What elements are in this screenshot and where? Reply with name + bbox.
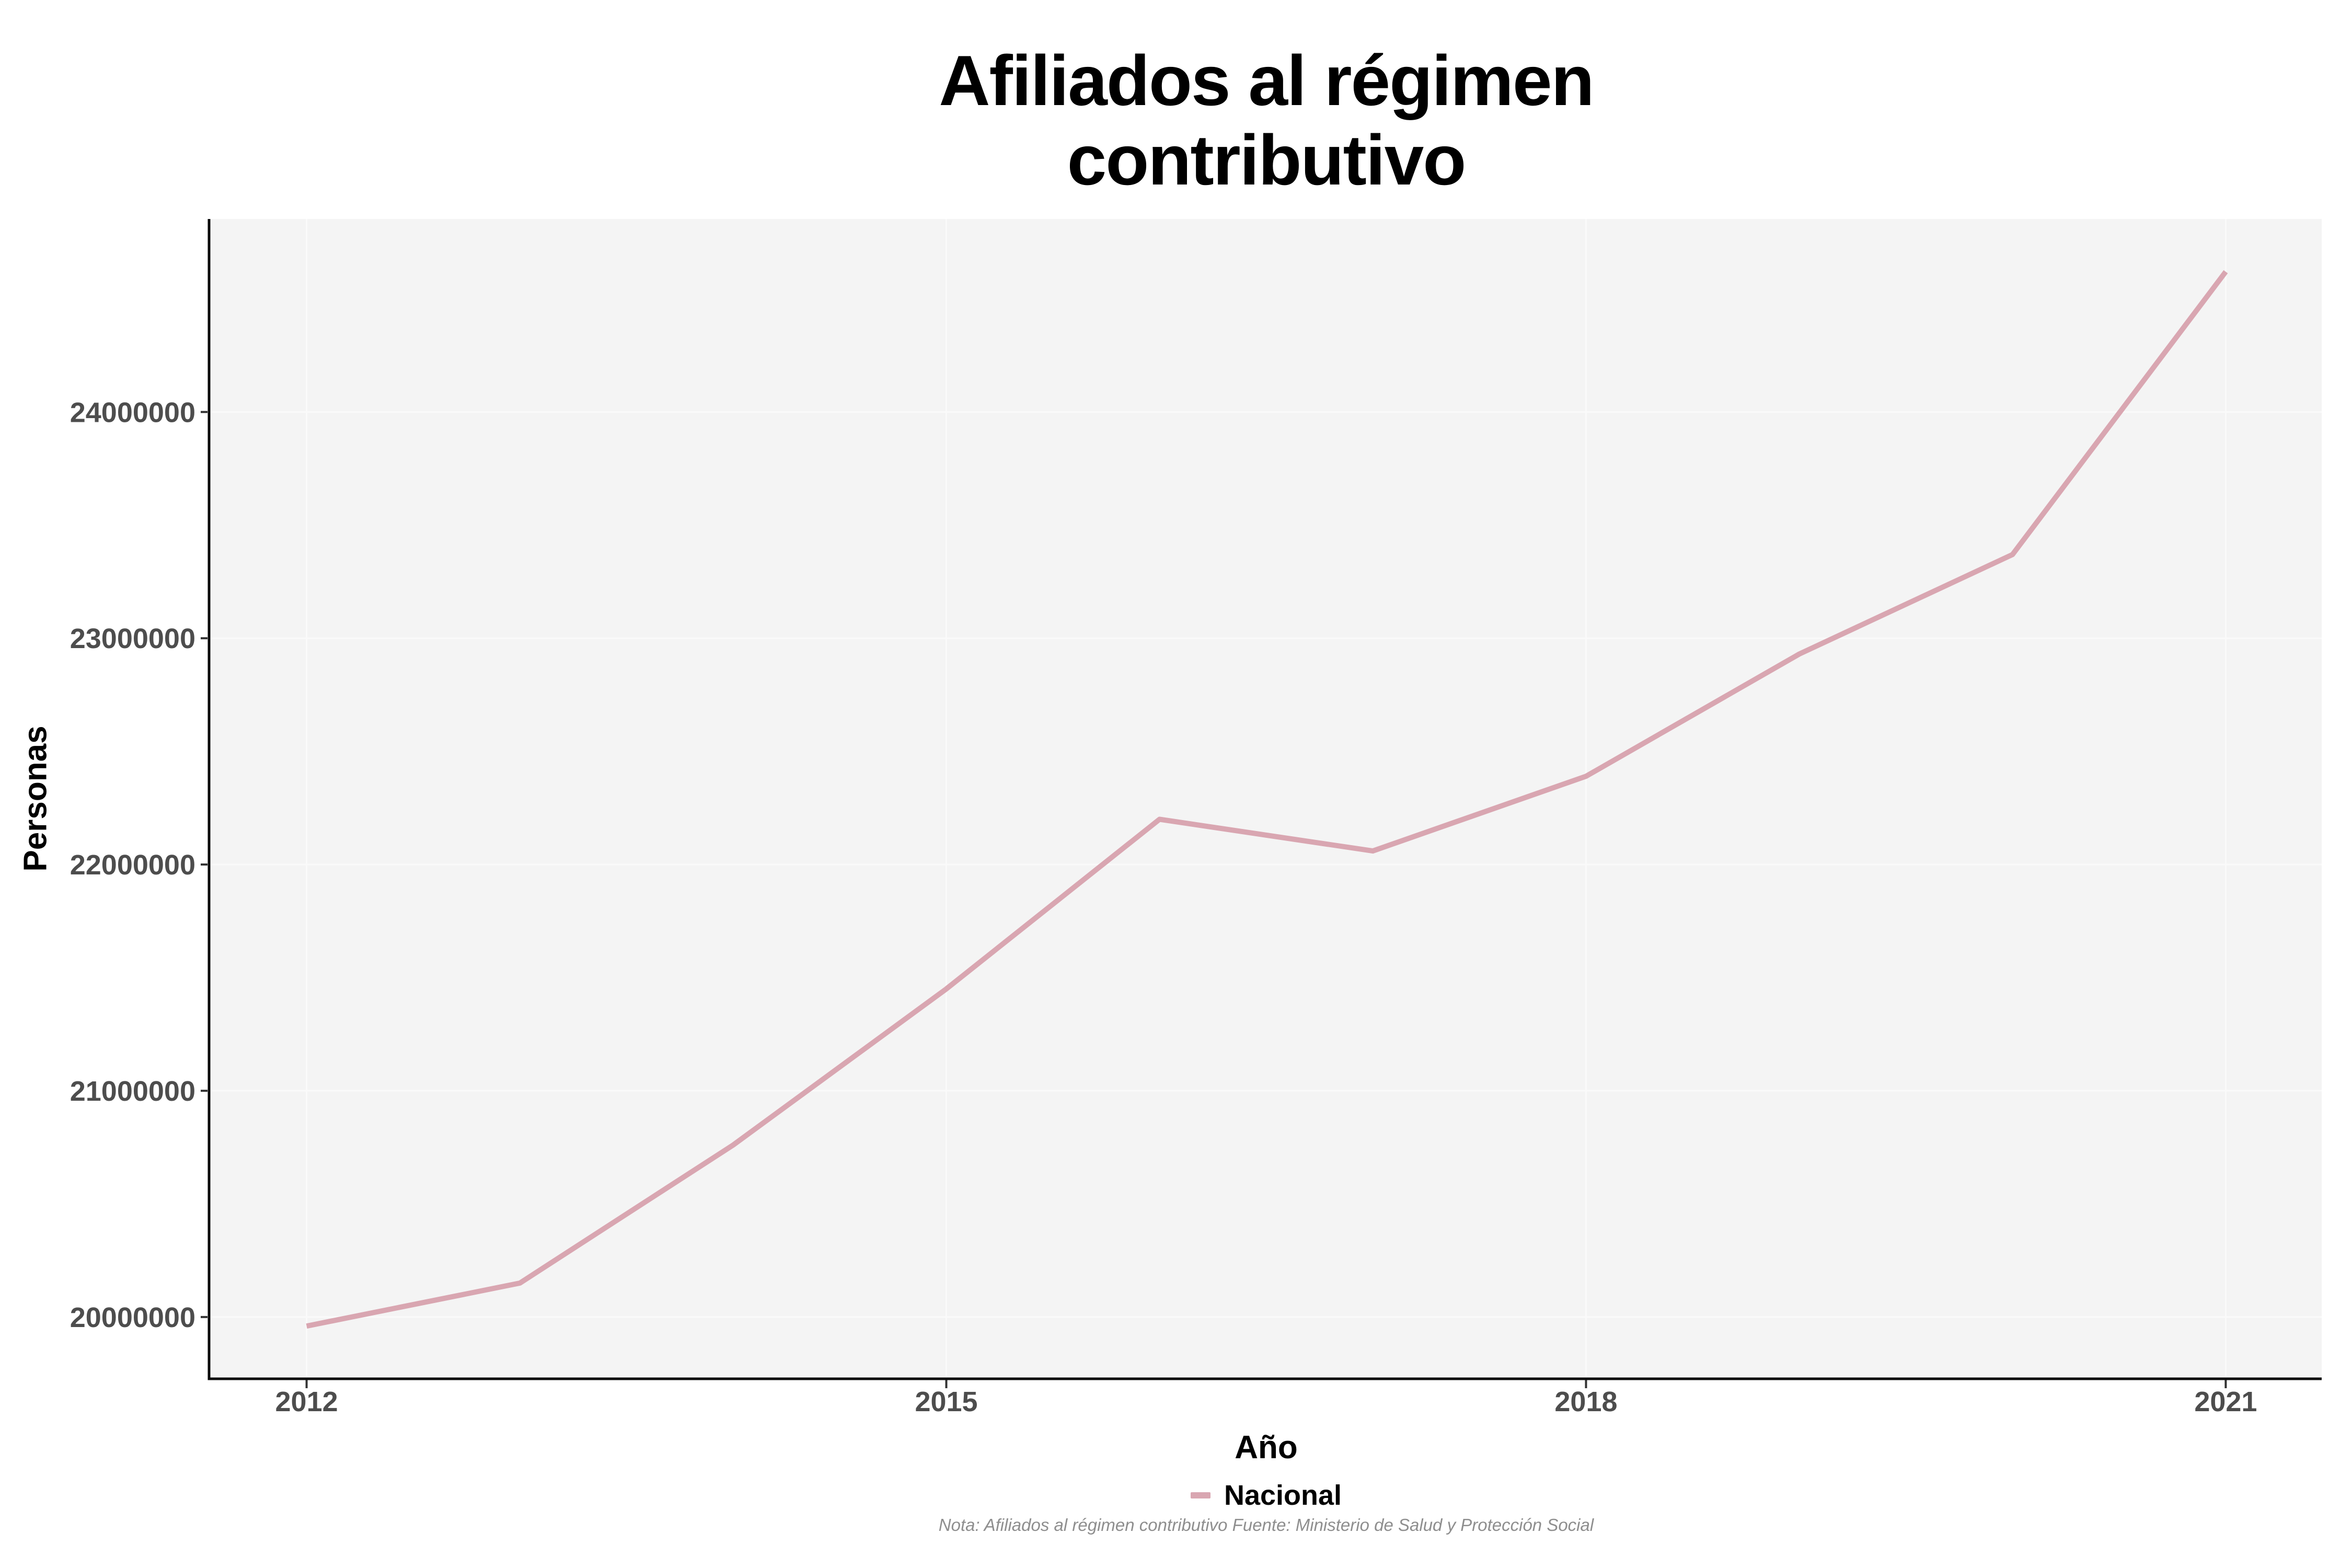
y-tick-label: 20000000 <box>70 1302 195 1333</box>
chart-title: Afiliados al régimen contributivo <box>211 41 2322 200</box>
chart-title-line-2: contributivo <box>1067 120 1467 200</box>
x-tick-label: 2015 <box>915 1386 977 1417</box>
x-axis-title: Año <box>1235 1429 1298 1466</box>
y-tick-label: 23000000 <box>70 623 195 654</box>
legend: Nacional <box>211 1478 2322 1513</box>
y-tick-label: 21000000 <box>70 1076 195 1107</box>
data-line-nacional <box>306 270 2228 1329</box>
x-tick-label: 2018 <box>1554 1386 1617 1417</box>
plot-panel <box>211 219 2322 1379</box>
x-tick-label: 2021 <box>2194 1386 2257 1417</box>
legend-label: Nacional <box>1224 1480 1342 1511</box>
y-tick-label: 24000000 <box>70 397 195 428</box>
y-axis-title: Personas <box>17 725 54 872</box>
y-tick-label: 22000000 <box>70 849 195 881</box>
legend-key-line-icon <box>1190 1492 1210 1498</box>
chart-title-line-1: Afiliados al régimen <box>939 41 1594 120</box>
x-tick-label: 2012 <box>275 1386 338 1417</box>
chart-caption: Nota: Afiliados al régimen contributivo … <box>938 1515 1594 1535</box>
